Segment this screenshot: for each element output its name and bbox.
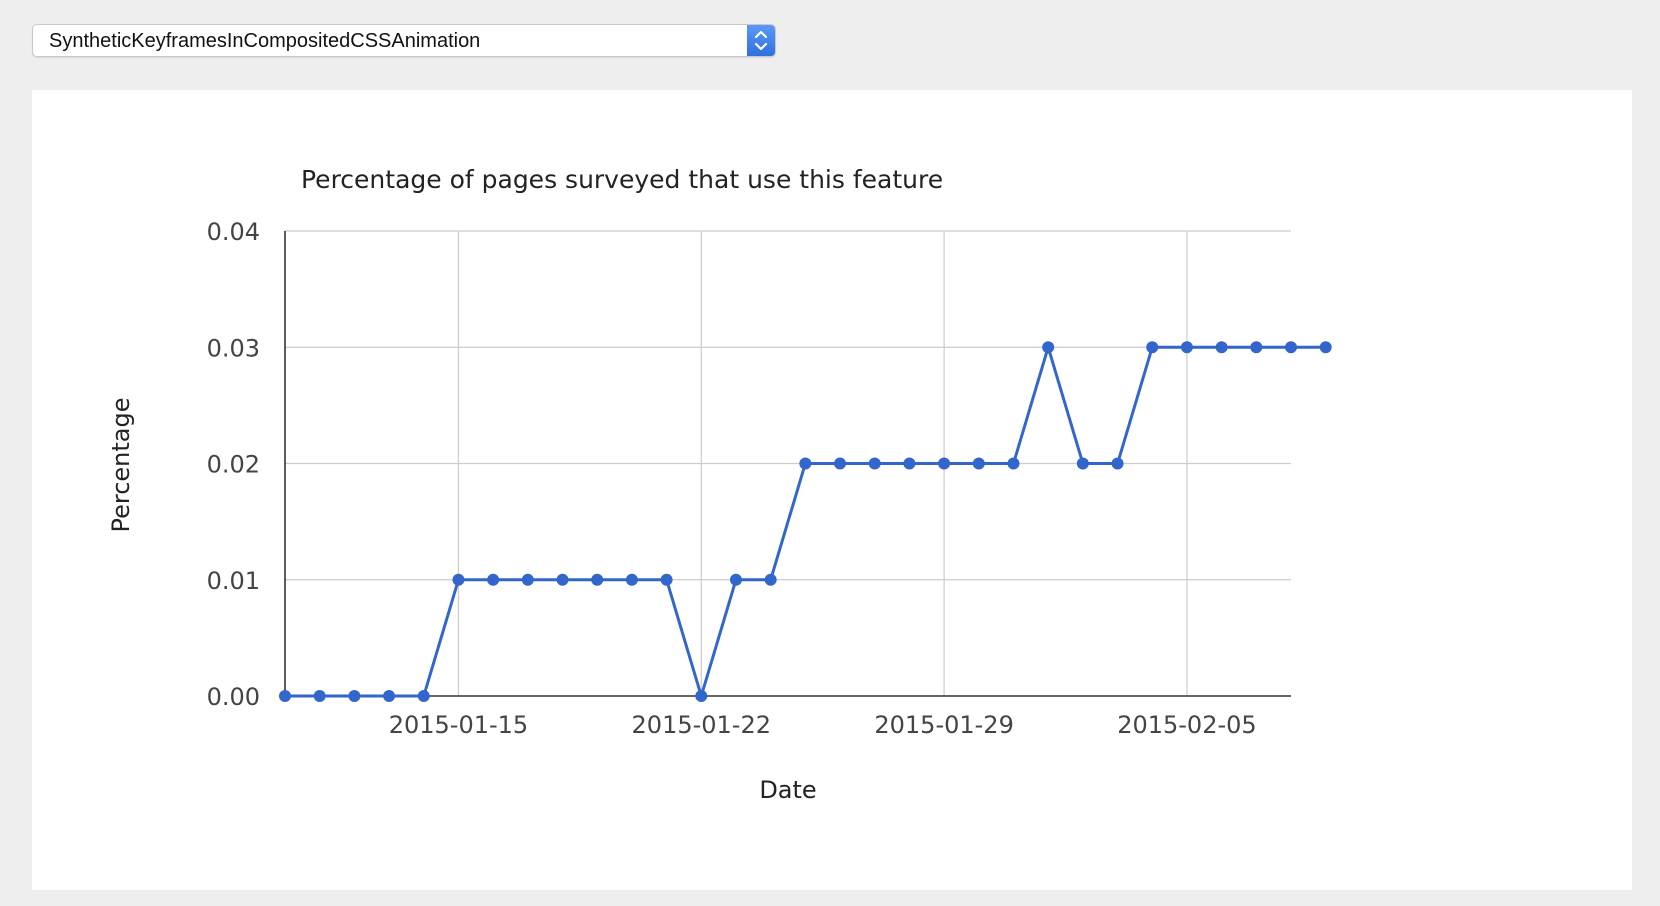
data-point[interactable] — [1319, 341, 1332, 354]
series-line — [285, 345, 1326, 698]
data-point[interactable] — [1042, 341, 1055, 354]
y-tick-label: 0.04 — [207, 218, 260, 246]
data-point[interactable] — [868, 457, 881, 470]
chart-panel: Percentage of pages surveyed that use th… — [32, 90, 1632, 890]
data-point[interactable] — [903, 457, 916, 470]
series-points — [279, 341, 1332, 702]
usage-line-chart: Percentage of pages surveyed that use th… — [107, 165, 1332, 804]
data-point[interactable] — [417, 690, 430, 702]
x-tick-label: 2015-01-22 — [632, 711, 771, 739]
data-point[interactable] — [1076, 457, 1089, 470]
chart-title: Percentage of pages surveyed that use th… — [301, 165, 943, 194]
data-point[interactable] — [938, 457, 951, 470]
series-line-path — [285, 345, 1326, 698]
data-point[interactable] — [313, 690, 326, 702]
up-down-chevron-icon[interactable] — [747, 25, 775, 56]
data-point[interactable] — [834, 457, 847, 470]
data-point[interactable] — [487, 573, 500, 586]
axes — [284, 231, 1291, 697]
feature-select-value: SyntheticKeyframesInCompositedCSSAnimati… — [49, 30, 481, 52]
data-point[interactable] — [279, 690, 291, 702]
data-point[interactable] — [729, 573, 742, 586]
data-point[interactable] — [1111, 457, 1124, 470]
gridlines — [285, 230, 1291, 696]
data-point[interactable] — [1180, 341, 1193, 354]
data-point[interactable] — [556, 573, 569, 586]
y-tick-label: 0.03 — [207, 334, 260, 362]
data-point[interactable] — [1146, 341, 1159, 354]
x-tick-label: 2015-01-29 — [874, 711, 1013, 739]
x-tick-label: 2015-02-05 — [1117, 711, 1256, 739]
data-point[interactable] — [1250, 341, 1263, 354]
data-point[interactable] — [695, 690, 708, 702]
tick-labels: 0.00 0.01 0.02 0.03 0.04 2015-01-15 2015-01-22… — [207, 218, 1257, 739]
y-tick-label: 0.01 — [207, 567, 260, 595]
data-point[interactable] — [660, 573, 673, 586]
feature-select[interactable]: SyntheticKeyframesInCompositedCSSAnimati… — [32, 24, 776, 57]
data-point[interactable] — [521, 573, 534, 586]
data-point[interactable] — [1215, 341, 1228, 354]
x-tick-label: 2015-01-15 — [389, 711, 528, 739]
y-axis-label: Percentage — [107, 397, 135, 532]
data-point[interactable] — [591, 573, 604, 586]
data-point[interactable] — [625, 573, 638, 586]
data-point[interactable] — [1007, 457, 1020, 470]
data-point[interactable] — [1285, 341, 1297, 354]
data-point[interactable] — [799, 457, 812, 470]
y-tick-label: 0.00 — [207, 683, 260, 711]
y-tick-label: 0.02 — [207, 451, 260, 479]
x-axis-label: Date — [759, 776, 816, 804]
data-point[interactable] — [972, 457, 985, 470]
data-point[interactable] — [383, 690, 396, 702]
data-point[interactable] — [452, 573, 465, 586]
data-point[interactable] — [348, 690, 361, 702]
data-point[interactable] — [764, 573, 777, 586]
